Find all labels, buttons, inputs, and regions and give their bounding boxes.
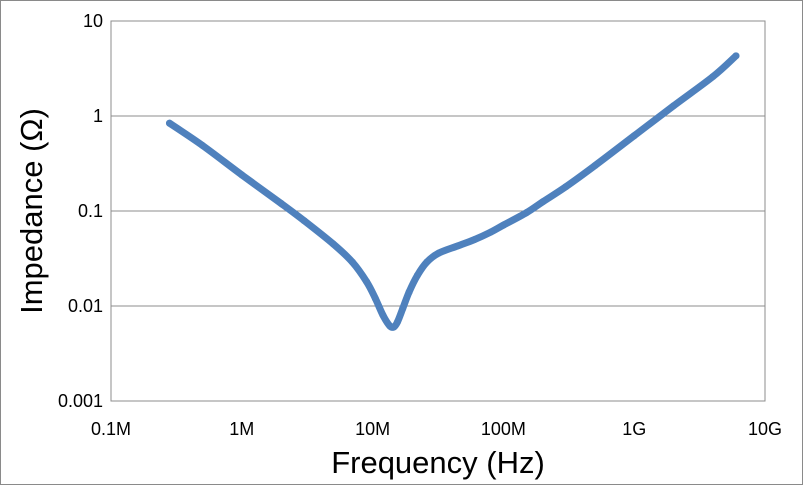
data-point	[709, 73, 717, 81]
grid-lines	[111, 20, 765, 402]
data-point	[562, 183, 570, 191]
y-tick-label: 0.01	[68, 296, 103, 316]
data-point	[198, 141, 206, 149]
data-point	[670, 102, 678, 110]
data-point	[393, 318, 401, 326]
data-point	[487, 228, 495, 236]
data-point	[454, 242, 462, 250]
y-tick-label: 0.1	[78, 201, 103, 221]
x-tick-label: 10G	[748, 419, 782, 439]
data-point	[630, 132, 638, 140]
data-point	[470, 236, 478, 244]
x-tick-label: 0.1M	[91, 419, 131, 439]
data-point	[499, 221, 507, 229]
y-axis-title: Impedance (Ω)	[14, 108, 49, 314]
data-point	[371, 294, 379, 302]
data-point	[732, 52, 740, 60]
x-tick-label: 10M	[355, 419, 390, 439]
data-point	[423, 258, 431, 266]
data-point	[363, 278, 371, 286]
data-point	[591, 162, 599, 170]
data-point	[329, 240, 337, 248]
data-point	[539, 198, 547, 206]
impedance-series-line	[165, 52, 740, 331]
plot-area-border	[110, 20, 766, 402]
y-tick-labels: 0.001 0.01 0.1 1 10	[58, 11, 103, 411]
y-tick-label: 1	[93, 106, 103, 126]
series-layer	[165, 52, 740, 331]
x-tick-label: 100M	[481, 419, 526, 439]
x-tick-label: 1G	[622, 419, 646, 439]
data-point	[399, 305, 407, 313]
data-point	[238, 171, 246, 179]
data-point	[300, 217, 308, 225]
data-point	[435, 249, 443, 257]
data-point	[165, 119, 173, 127]
data-point	[413, 271, 421, 279]
data-point	[522, 209, 530, 217]
y-tick-label: 0.001	[58, 391, 103, 411]
data-point	[348, 258, 356, 266]
data-point	[405, 288, 413, 296]
data-point	[277, 199, 285, 207]
x-axis-title: Frequency (Hz)	[331, 445, 545, 480]
x-tick-label: 1M	[229, 419, 254, 439]
x-tick-labels: 0.1M 1M 10M 100M 1G 10G	[91, 419, 782, 439]
y-tick-label: 10	[83, 11, 103, 31]
data-point	[390, 323, 398, 331]
data-point	[379, 311, 387, 319]
